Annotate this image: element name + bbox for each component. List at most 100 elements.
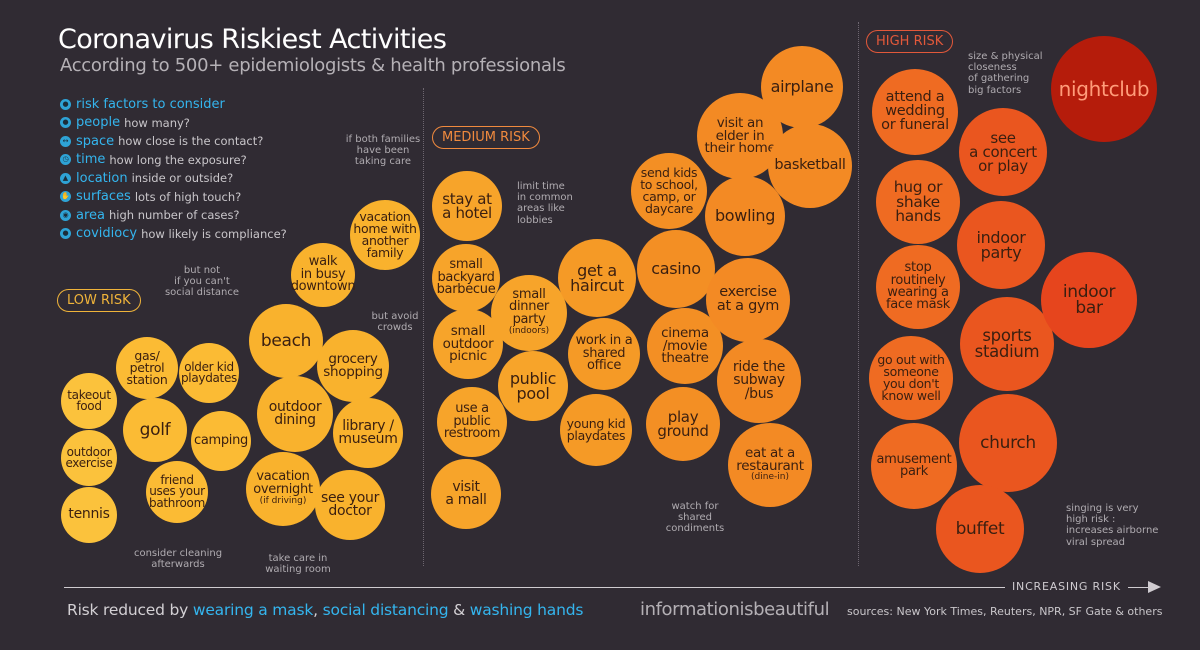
- bubble-label: casino: [651, 259, 701, 279]
- arrow-right-icon: [1148, 581, 1161, 593]
- sources-credit: sources: New York Times, Reuters, NPR, S…: [847, 605, 1163, 618]
- bubble-label: get a haircut: [570, 260, 624, 295]
- bubble-walk-downtown: walk in busy downtown: [290, 243, 356, 307]
- bubble-basketball: basketball: [768, 124, 852, 208]
- bubble-label: basketball: [774, 157, 846, 174]
- bubble-sublabel: (dine-in): [751, 472, 789, 483]
- factor-surfaces: ✋ surfaces lots of high touch?: [60, 189, 242, 205]
- bubble-label: bowling: [714, 206, 776, 226]
- bubble-label: buffet: [955, 518, 1005, 539]
- people-icon: ●: [60, 117, 71, 129]
- axis-label: INCREASING RISK: [1005, 580, 1128, 593]
- bubble-send-kids-to-school: send kids to school, camp, or daycare: [631, 153, 707, 229]
- bubble-label: gas/ petrol station: [126, 348, 168, 387]
- bubble-shared-office: work in a shared office: [568, 318, 640, 390]
- bubble-backyard-barbecue: small backyard barbecue: [432, 244, 500, 312]
- bubble-label: go out with someone you don't know well: [877, 352, 945, 403]
- bubble-sports-stadium: sports stadium: [960, 297, 1054, 391]
- bubble-label: older kid playdates: [180, 359, 238, 385]
- bubble-label: play ground: [657, 407, 709, 440]
- factor-location: ▲ location inside or outside?: [60, 169, 287, 188]
- bubble-hug-shake-hands: hug or shake hands: [876, 160, 960, 244]
- bubble-attend-wedding-funeral: attend a wedding or funeral: [872, 69, 958, 155]
- bubble-sublabel: (indoors): [508, 326, 550, 337]
- factor-people: ● people how many?: [60, 114, 287, 133]
- bubble-exercise-at-gym: exercise at a gym: [706, 258, 790, 342]
- clock-icon: ◷: [60, 154, 71, 166]
- bubble-visit-a-mall: visit a mall: [431, 459, 501, 529]
- bubble-tennis: tennis: [61, 487, 117, 543]
- high-risk-divider: [858, 22, 859, 566]
- bubble-golf: golf: [123, 398, 187, 462]
- bubble-label: indoor party: [976, 227, 1026, 262]
- bubble-label: visit a mall: [445, 478, 487, 508]
- bubble-stop-wearing-mask: stop routinely wearing a face mask: [876, 245, 960, 329]
- virus-icon: ●: [60, 98, 71, 110]
- bubble-label: outdoor dining: [268, 398, 322, 428]
- bubble-label: airplane: [770, 77, 834, 97]
- bubble-cinema-theatre: cinema /movie theatre: [647, 308, 723, 384]
- bubble-library-museum: library / museum: [333, 398, 403, 468]
- bubble-label: indoor bar: [1062, 281, 1116, 318]
- bubble-label: golf: [139, 419, 171, 440]
- bubble-label: see a concert or play: [969, 128, 1037, 176]
- area-icon: ◉: [60, 209, 71, 221]
- surfaces-icon: ✋: [60, 191, 71, 203]
- factor-covidiocy: ● covidiocy how likely is compliance?: [60, 225, 287, 244]
- bubble-label: use a public restroom: [443, 401, 501, 442]
- medium-risk-badge: MEDIUM RISK: [432, 126, 540, 149]
- page-title: Coronavirus Riskiest Activities: [58, 24, 447, 55]
- bubble-outdoor-exercise: outdoor exercise: [61, 430, 117, 486]
- bubble-grocery-shopping: grocery shopping: [317, 330, 389, 402]
- bubble-takeout-food: takeout food: [61, 373, 117, 429]
- bubble-public-pool: public pool: [498, 351, 568, 421]
- bubble-label: amusement park: [876, 451, 952, 479]
- bubble-label: church: [980, 432, 1036, 453]
- bubble-church: church: [959, 394, 1057, 492]
- medium-risk-divider: [423, 88, 424, 566]
- bubble-label: vacation home with another family: [353, 209, 417, 260]
- bubble-label: work in a shared office: [575, 333, 633, 374]
- bubble-label: public pool: [509, 368, 557, 403]
- bubble-label: eat at a restaurant: [736, 444, 804, 474]
- bubble-eat-at-restaurant: eat at a restaurant (dine-in): [728, 423, 812, 507]
- bubble-label: camping: [193, 432, 249, 448]
- bubble-see-your-doctor: see your doctor: [315, 470, 385, 540]
- factor-space: ↔ space how close is the contact?: [60, 132, 287, 151]
- head-icon: ●: [60, 228, 71, 240]
- bubble-label: hug or shake hands: [893, 177, 943, 226]
- bubble-label: ride the subway /bus: [732, 359, 786, 402]
- note-condiments: watch for shared condiments: [665, 501, 725, 535]
- bubble-label: beach: [260, 330, 312, 351]
- bubble-label: tennis: [68, 506, 110, 523]
- bubble-vacation-overnight: vacation overnight (if driving): [246, 452, 320, 526]
- bubble-label: sports stadium: [974, 326, 1040, 361]
- bubble-indoor-party: indoor party: [957, 201, 1045, 289]
- bubble-public-restroom: use a public restroom: [437, 387, 507, 457]
- note-cleaning: consider cleaning afterwards: [133, 548, 223, 571]
- bubble-sublabel: (if driving): [259, 495, 307, 506]
- bubble-label: vacation overnight: [253, 469, 313, 497]
- bubble-camping: camping: [191, 411, 251, 471]
- bubble-indoor-bar: indoor bar: [1041, 252, 1137, 348]
- note-not-if-distance: but not if you can't social distance: [164, 265, 240, 299]
- risk-axis: [64, 587, 1154, 588]
- bubble-play-ground: play ground: [646, 387, 720, 461]
- note-waiting-room: take care in waiting room: [265, 553, 331, 576]
- brand-logo: informationisbeautiful: [640, 599, 830, 620]
- bubble-label: grocery shopping: [323, 351, 383, 380]
- bubble-label: small backyard barbecue: [436, 257, 496, 298]
- bubble-beach: beach: [249, 304, 323, 378]
- low-risk-badge: LOW RISK: [57, 289, 141, 312]
- note-singing: singing is very high risk : increases ai…: [1066, 503, 1159, 548]
- bubble-young-kid-playdates: young kid playdates: [560, 394, 632, 466]
- note-limit-time: limit time in common areas like lobbies: [517, 181, 573, 226]
- high-risk-badge: HIGH RISK: [866, 30, 954, 53]
- bubble-label: visit an elder in their home: [704, 114, 776, 157]
- bubble-bowling: bowling: [705, 176, 785, 256]
- bubble-label: walk in busy downtown: [290, 254, 356, 295]
- bubble-label: library / museum: [338, 417, 398, 447]
- bubble-label: friend uses your bathroom: [149, 472, 205, 510]
- bubble-vacation-home: vacation home with another family: [350, 200, 420, 270]
